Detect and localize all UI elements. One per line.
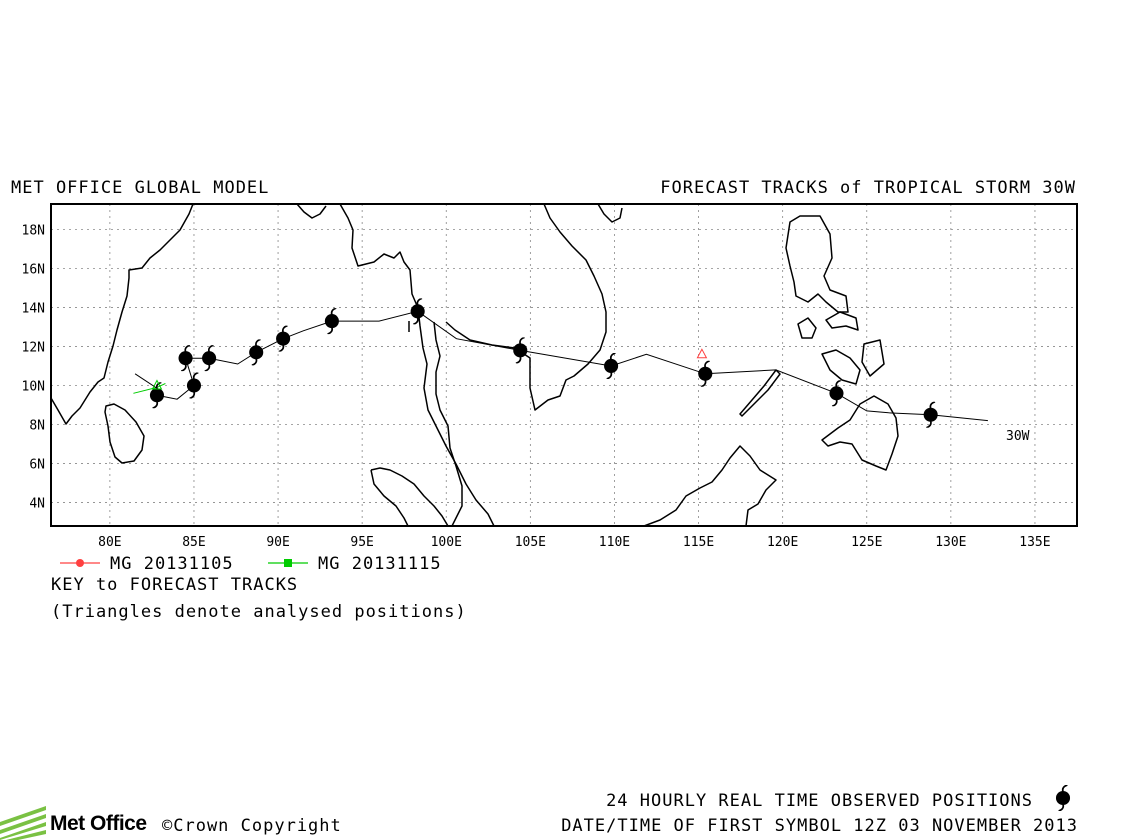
legend-marker-1 bbox=[60, 559, 100, 567]
lon-tick-label: 105E bbox=[515, 535, 546, 550]
coastline-gulf-of-thailand bbox=[445, 204, 607, 411]
storm-symbol-icon bbox=[1055, 785, 1071, 811]
storm-position-icon bbox=[697, 360, 714, 387]
lon-tick-label: 85E bbox=[182, 535, 205, 550]
lat-tick-label: 6N bbox=[29, 458, 45, 473]
header-left-title: MET OFFICE GLOBAL MODEL bbox=[11, 178, 270, 198]
legend-label-1: MG 20131105 bbox=[110, 554, 234, 574]
storm-position-icon bbox=[603, 352, 620, 379]
met-office-logo-mark-icon bbox=[0, 806, 46, 840]
lat-tick-label: 12N bbox=[22, 340, 45, 355]
lat-tick-label: 8N bbox=[29, 419, 45, 434]
crown-copyright: ©Crown Copyright bbox=[162, 816, 342, 836]
coastline-mindanao bbox=[821, 395, 899, 471]
storm-position-icon bbox=[409, 298, 426, 325]
lon-tick-label: 120E bbox=[767, 535, 798, 550]
lon-tick-label: 130E bbox=[935, 535, 966, 550]
analysed-position-triangle bbox=[151, 379, 163, 390]
storm-position-icon bbox=[149, 382, 165, 409]
coastline-borneo bbox=[643, 445, 777, 526]
lon-tick-label: 110E bbox=[599, 535, 630, 550]
observed-positions bbox=[149, 298, 939, 428]
lat-tick-label: 10N bbox=[22, 379, 45, 394]
coastline-visayas bbox=[821, 311, 885, 385]
lon-tick-label: 80E bbox=[98, 535, 121, 550]
coastline-bangladesh bbox=[296, 204, 327, 219]
coastline-malay-west bbox=[433, 321, 463, 526]
lon-tick-label: 125E bbox=[851, 535, 882, 550]
storm-position-icon bbox=[323, 308, 340, 335]
lon-tick-label: 100E bbox=[431, 535, 462, 550]
met-office-logo-text: Met Office bbox=[50, 812, 147, 835]
legend-label-2: MG 20131115 bbox=[318, 554, 442, 574]
coastline-sumatra bbox=[370, 467, 449, 526]
storm-position-icon bbox=[186, 372, 202, 399]
observed-positions-label: 24 HOURLY REAL TIME OBSERVED POSITIONS bbox=[606, 791, 1033, 811]
storm-position-icon bbox=[275, 325, 292, 352]
plot-frame bbox=[50, 203, 1078, 527]
coastline-gulf-of-tonkin bbox=[597, 204, 623, 223]
storm-position-icon bbox=[248, 339, 265, 366]
storm-label: 30W bbox=[1006, 429, 1030, 444]
lat-tick-label: 14N bbox=[22, 301, 45, 316]
observed-track-line bbox=[156, 310, 988, 422]
storm-position-icon bbox=[828, 380, 845, 407]
storm-position-icon bbox=[512, 337, 529, 364]
lon-tick-label: 90E bbox=[266, 535, 289, 550]
storm-position-icon bbox=[922, 401, 939, 428]
storm-position-icon bbox=[177, 345, 194, 372]
coastline-mindoro bbox=[797, 317, 817, 339]
coastline-palawan bbox=[739, 369, 781, 417]
coastline-india bbox=[51, 204, 194, 425]
first-symbol-datetime: DATE/TIME OF FIRST SYMBOL 12Z 03 NOVEMBE… bbox=[561, 816, 1078, 836]
storm-position-icon bbox=[201, 345, 218, 372]
legend-key-title: KEY to FORECAST TRACKS bbox=[51, 575, 299, 595]
forecast-track-line bbox=[134, 373, 159, 390]
lat-tick-label: 4N bbox=[29, 497, 45, 512]
coastline-myanmar-bay bbox=[339, 204, 495, 526]
graticule-grid bbox=[51, 204, 1077, 526]
analysed-positions bbox=[151, 348, 708, 390]
lon-tick-label: 95E bbox=[350, 535, 373, 550]
coastline-luzon bbox=[785, 215, 849, 313]
coastlines bbox=[51, 204, 899, 526]
header-right-title: FORECAST TRACKS of TROPICAL STORM 30W bbox=[660, 178, 1076, 198]
lat-tick-label: 18N bbox=[22, 223, 45, 238]
longitude-tick-labels: 80E 85E 90E 95E 100E 105E 110E 115E 120E 125E 130E… bbox=[98, 535, 1050, 550]
legend-marker-2 bbox=[268, 559, 308, 567]
coastline-sri-lanka bbox=[104, 403, 145, 464]
analysed-position-triangle bbox=[696, 348, 708, 359]
lon-tick-label: 115E bbox=[683, 535, 714, 550]
lon-tick-label: 135E bbox=[1019, 535, 1050, 550]
legend-note: (Triangles denote analysed positions) bbox=[51, 602, 467, 622]
latitude-tick-labels: 18N 16N 14N 12N 10N 8N 6N 4N bbox=[22, 223, 45, 511]
lat-tick-label: 16N bbox=[22, 262, 45, 277]
